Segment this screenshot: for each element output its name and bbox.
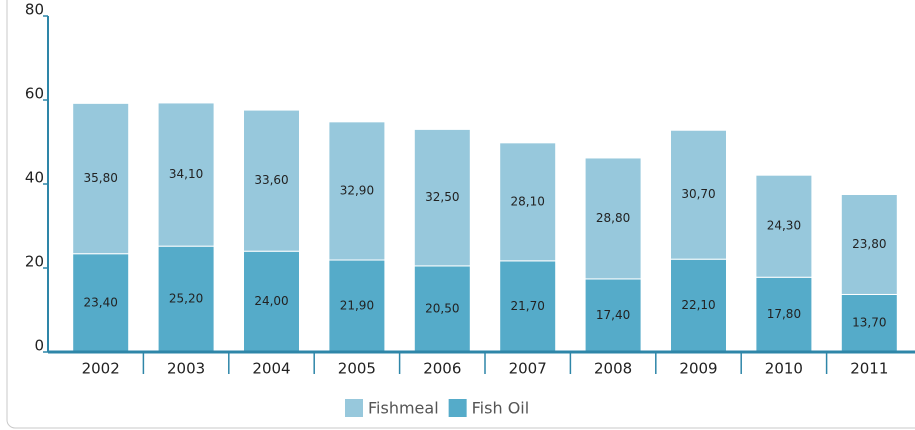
bar-segment: [499, 142, 557, 262]
data-label: 30,70: [681, 187, 715, 201]
data-label: 28,80: [596, 211, 630, 225]
data-label: 17,40: [596, 308, 630, 322]
x-tick-label: 2006: [423, 360, 461, 378]
y-tick-label: 40: [25, 169, 44, 187]
y-tick-label: 20: [25, 253, 44, 271]
data-label: 34,10: [169, 167, 203, 181]
bar-segment: [413, 128, 471, 267]
y-tick-label: 80: [25, 1, 44, 19]
y-tick-label: 60: [25, 85, 44, 103]
data-label: 33,60: [254, 173, 288, 187]
data-label: 23,40: [84, 295, 118, 309]
data-label: 32,90: [340, 183, 374, 197]
data-label: 32,50: [425, 190, 459, 204]
bar-segment: [840, 194, 898, 295]
bar-segment: [755, 174, 813, 278]
x-tick-label: 2003: [167, 360, 205, 378]
data-label: 22,10: [681, 298, 715, 312]
data-label: 25,20: [169, 292, 203, 306]
data-label: 24,30: [767, 219, 801, 233]
x-tick-label: 2002: [82, 360, 120, 378]
data-label: 28,10: [511, 194, 545, 208]
bar-segment: [157, 102, 215, 247]
bar-segment: [328, 121, 386, 261]
frame: [6, 0, 915, 429]
bar-segment: [584, 157, 642, 280]
bar-segment: [157, 245, 215, 353]
data-label: 17,80: [767, 307, 801, 321]
legend-swatch: [448, 399, 467, 417]
data-label: 21,90: [340, 299, 374, 313]
bar-segment: [755, 276, 813, 353]
legend-label: Fish Oil: [472, 399, 530, 418]
legend-label: Fishmeal: [368, 399, 439, 418]
bar-segment: [243, 109, 300, 252]
legend-swatch: [345, 399, 363, 417]
data-label: 23,80: [852, 237, 886, 251]
x-tick-label: 2004: [252, 360, 290, 378]
bar-segment: [670, 129, 727, 260]
bar-segment: [72, 253, 130, 353]
data-label: 21,70: [511, 299, 545, 313]
x-tick-label: 2008: [594, 360, 632, 378]
x-tick-label: 2010: [765, 360, 803, 378]
bar-segment: [840, 293, 898, 353]
data-label: 13,70: [852, 316, 886, 330]
bar-segment: [584, 278, 642, 353]
bar-segment: [499, 260, 557, 353]
data-label: 35,80: [84, 171, 118, 185]
bar-segment: [72, 102, 130, 255]
data-label: 24,00: [254, 294, 288, 308]
bar-segment: [670, 258, 727, 353]
y-tick-label: 0: [34, 337, 44, 355]
x-tick-label: 2011: [850, 360, 888, 378]
x-tick-label: 2007: [509, 360, 547, 378]
bar-segment: [413, 265, 471, 353]
x-tick-label: 2009: [679, 360, 717, 378]
x-tick-label: 2005: [338, 360, 376, 378]
data-label: 20,50: [425, 301, 459, 315]
